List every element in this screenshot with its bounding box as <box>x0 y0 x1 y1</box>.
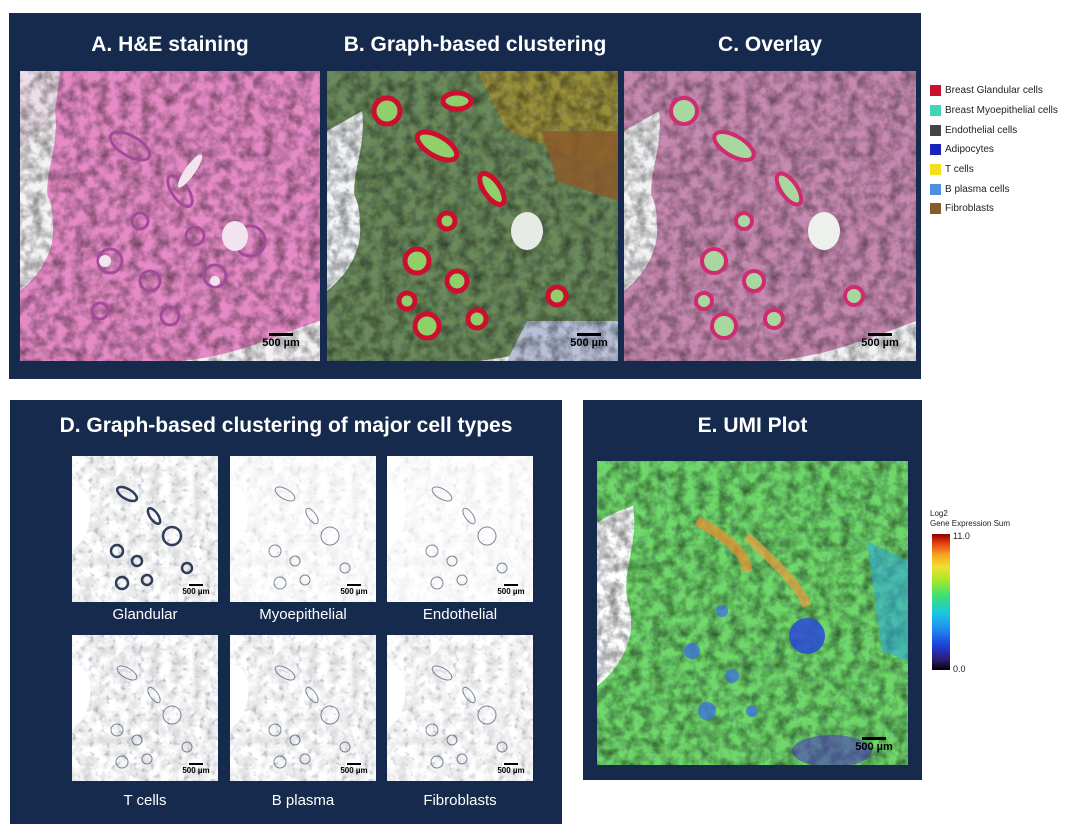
panel-d-title: D. Graph-based clustering of major cell … <box>59 414 513 437</box>
legend-item-t-cells: T cells <box>930 160 1058 180</box>
legend-item-adipocytes: Adipocytes <box>930 140 1058 160</box>
scale-bar-b: 500 µm <box>566 333 612 349</box>
umi-plot-image <box>597 461 908 765</box>
thumbnail-label-t-cells: T cells <box>123 792 167 809</box>
colorbar-min-label: 0.0 <box>953 664 966 674</box>
thumbnail-endothelial <box>387 456 533 602</box>
legend-swatch <box>930 144 941 156</box>
cell-type-legend: Breast Glandular cells Breast Myoepithel… <box>930 81 1058 219</box>
overlay-image <box>624 71 916 361</box>
thumbnail-label-endothelial: Endothelial <box>422 606 498 623</box>
thumbnail-glandular <box>72 456 218 602</box>
legend-item-endothelial: Endothelial cells <box>930 120 1058 140</box>
thumbnail-label-glandular: Glandular <box>112 606 178 623</box>
scale-bar-myoepithelial: 500 µm <box>336 584 372 596</box>
thumbnail-label-b-plasma: B plasma <box>271 792 335 809</box>
umi-colorbar <box>932 534 950 670</box>
legend-swatch <box>930 105 941 117</box>
legend-item-myoepithelial: Breast Myoepithelial cells <box>930 101 1058 121</box>
scale-bar-c: 500 µm <box>857 333 903 349</box>
scale-bar-e: 500 µm <box>850 737 898 753</box>
he-staining-image <box>20 71 320 361</box>
thumbnail-t-cells <box>72 635 218 781</box>
thumbnail-label-fibroblasts: Fibroblasts <box>423 792 497 809</box>
colorbar-max-label: 11.0 <box>953 531 970 541</box>
thumbnail-b-plasma <box>230 635 376 781</box>
legend-item-glandular: Breast Glandular cells <box>930 81 1058 101</box>
panel-e-title: E. UMI Plot <box>697 414 808 437</box>
legend-item-b-plasma: B plasma cells <box>930 179 1058 199</box>
colorbar-title-line1: Log2 <box>930 509 948 518</box>
scale-bar-a: 500 µm <box>258 333 304 349</box>
colorbar-title: Log2 Gene Expression Sum <box>930 509 1010 529</box>
legend-item-fibroblasts: Fibroblasts <box>930 199 1058 219</box>
scale-bar-t-cells: 500 µm <box>178 763 214 775</box>
thumbnail-label-myoepithelial: Myoepithelial <box>259 606 347 623</box>
legend-swatch <box>930 203 941 215</box>
panel-c-title: C. Overlay <box>718 33 822 56</box>
panel-b-title: B. Graph-based clustering <box>343 33 607 56</box>
thumbnail-myoepithelial <box>230 456 376 602</box>
scale-bar-b-plasma: 500 µm <box>336 763 372 775</box>
panel-a-title: A. H&E staining <box>91 33 249 56</box>
scale-bar-fibroblasts: 500 µm <box>493 763 529 775</box>
scale-bar-endothelial: 500 µm <box>493 584 529 596</box>
legend-swatch <box>930 85 941 97</box>
thumbnail-fibroblasts <box>387 635 533 781</box>
legend-swatch <box>930 183 941 195</box>
colorbar-title-line2: Gene Expression Sum <box>930 519 1011 528</box>
scale-bar-glandular: 500 µm <box>178 584 214 596</box>
graph-clustering-image <box>327 71 618 361</box>
legend-swatch <box>930 124 941 136</box>
legend-swatch <box>930 164 941 176</box>
